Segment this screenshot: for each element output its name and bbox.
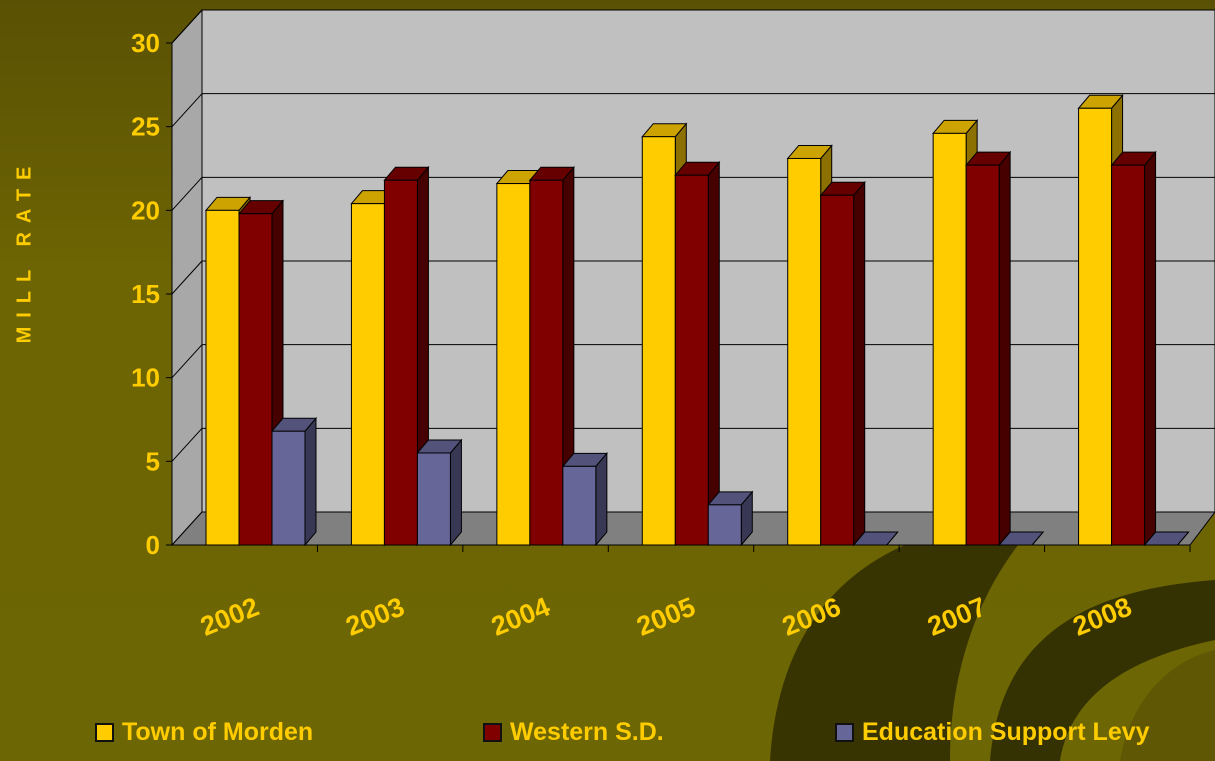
- bar-2008-series-1: [1110, 150, 1157, 547]
- bar-side: [595, 451, 608, 547]
- bar-2005-series-1: [674, 160, 721, 547]
- bar-front: [238, 213, 273, 546]
- legend-swatch-town-of-morden: [95, 723, 114, 742]
- x-axis-category-labels: 2002 2003 2004 2005 2006 2007 2008: [172, 544, 1191, 642]
- bar-front: [707, 504, 742, 546]
- bar-2004-series-2: [561, 451, 608, 547]
- bar-front: [965, 164, 1000, 546]
- bar-2004-series-1: [528, 165, 575, 547]
- bar-front: [496, 183, 531, 546]
- bar-2002-series-1: [237, 199, 285, 547]
- bar-front: [787, 157, 822, 546]
- y-tick-label: 10: [131, 363, 160, 393]
- gridline-side: [171, 427, 203, 462]
- bar-side: [1144, 150, 1157, 547]
- x-category-label: 2006: [778, 591, 845, 641]
- bar-front: [205, 209, 240, 546]
- bar-front: [562, 465, 597, 546]
- bars: [204, 93, 1190, 547]
- bar-front: [641, 136, 676, 546]
- bar-front: [1111, 164, 1146, 546]
- bar-side: [449, 438, 462, 547]
- bar-2002-series-2: [270, 416, 318, 547]
- bar-side: [853, 180, 866, 547]
- bar-side: [707, 160, 720, 547]
- x-category-label: 2008: [1069, 591, 1136, 641]
- bar-2007-series-1: [965, 150, 1012, 547]
- gridline-side: [171, 9, 203, 44]
- y-tick-label: 30: [131, 28, 160, 58]
- bar-front: [271, 430, 306, 546]
- y-tick-label: 15: [131, 279, 160, 309]
- legend-swatch-education-support-levy: [835, 723, 854, 742]
- bar-side: [998, 150, 1011, 547]
- y-axis-label: MILL RATE: [9, 90, 41, 410]
- bar-front: [529, 179, 564, 546]
- bar-2003-series-2: [416, 438, 463, 547]
- x-category-label: 2003: [342, 591, 409, 641]
- bar-front: [932, 132, 967, 546]
- legend-label-town-of-morden: Town of Morden: [122, 718, 314, 746]
- bar-front: [383, 179, 418, 546]
- legend-item-western-sd: Western S.D.: [483, 718, 664, 747]
- x-category-label: 2002: [196, 591, 263, 641]
- bar-2005-series-2: [707, 490, 754, 547]
- gridline-side: [171, 93, 203, 128]
- bar-front: [1078, 107, 1113, 546]
- legend: Town of Morden Western S.D. Education Su…: [0, 718, 1215, 754]
- gridline-side: [171, 260, 203, 295]
- bar-2006-series-1: [819, 180, 866, 547]
- legend-item-education-support-levy: Education Support Levy: [835, 718, 1150, 747]
- x-category-label: 2005: [633, 591, 700, 641]
- y-axis-label-text: MILL RATE: [13, 157, 36, 343]
- bar-front: [820, 194, 855, 546]
- y-tick-label: 0: [146, 530, 160, 560]
- legend-label-education-support-levy: Education Support Levy: [862, 718, 1150, 746]
- y-axis-ticks: 0 5 10 15 20 25 30: [131, 28, 173, 560]
- legend-label-western-sd: Western S.D.: [510, 718, 664, 746]
- bar-side: [304, 416, 317, 547]
- y-tick-label: 5: [146, 446, 160, 476]
- y-tick-label: 25: [131, 112, 160, 142]
- bar-front: [350, 203, 385, 546]
- legend-item-town-of-morden: Town of Morden: [95, 718, 313, 747]
- gridline-side: [171, 176, 203, 211]
- y-tick-label: 20: [131, 195, 160, 225]
- x-category-label: 2007: [923, 591, 990, 641]
- gridline-side: [171, 344, 203, 379]
- bar-front: [674, 174, 709, 546]
- legend-swatch-western-sd: [483, 723, 502, 742]
- x-category-label: 2004: [487, 591, 554, 641]
- bar-front: [416, 452, 451, 546]
